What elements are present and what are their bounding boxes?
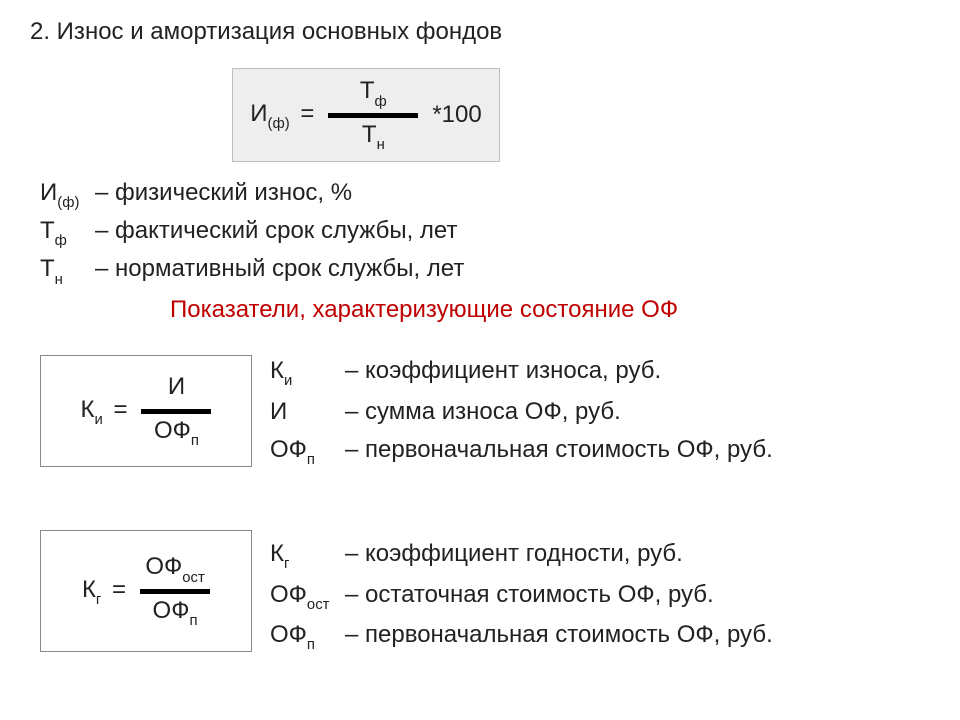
formula-wear-coeff: Ки = И ОФп [81,374,212,447]
definitions-physical-wear: И(ф)– физический износ, %Тф– фактический… [40,175,464,289]
fraction-bar [141,409,211,414]
formula3-denominator: ОФп [153,598,198,628]
definition-text: – сумма износа ОФ, руб. [345,393,621,431]
formula-box-physical-wear: И(ф) = Тф Тн *100 [232,68,500,162]
definition-symbol: Кг [270,535,345,576]
page-title: 2. Износ и амортизация основных фондов [30,18,930,46]
formula2-fraction: И ОФп [141,374,211,447]
definition-text: – нормативный срок службы, лет [95,251,464,287]
formula3-fraction: ОФост ОФп [140,554,210,627]
formula1-numerator: Тф [360,78,387,108]
subheading-indicators: Показатели, характеризующие состояние ОФ [170,296,678,324]
definitions-wear-coeff: Ки– коэффициент износа, руб.И– сумма изн… [270,352,773,472]
formula1-multiplier: *100 [432,101,481,129]
fraction-bar [328,113,418,118]
formula2-denominator: ОФп [154,418,199,448]
formula-physical-wear: И(ф) = Тф Тн *100 [250,78,481,151]
formula3-lhs: Кг = [82,576,126,607]
definition-text: – физический износ, % [95,175,352,211]
definition-symbol: ОФп [270,616,345,657]
formula1-denominator: Тн [362,122,385,152]
definition-symbol: Тн [40,251,95,289]
definition-line: Кг– коэффициент годности, руб. [270,535,773,576]
definition-line: Тн– нормативный срок службы, лет [40,251,464,289]
definition-text: – фактический срок службы, лет [95,213,457,249]
definition-symbol: И [270,393,345,431]
definition-symbol: И(ф) [40,175,95,213]
definition-symbol: Ки [270,352,345,393]
definition-text: – коэффициент износа, руб. [345,352,661,390]
definition-text: – первоначальная стоимость ОФ, руб. [345,431,773,469]
formula1-lhs: И(ф) = [250,100,314,131]
definition-symbol: Тф [40,213,95,251]
formula-box-validity-coeff: Кг = ОФост ОФп [40,530,252,652]
definition-line: ОФп– первоначальная стоимость ОФ, руб. [270,616,773,657]
definition-symbol: ОФп [270,431,345,472]
page: 2. Износ и амортизация основных фондов И… [0,0,960,720]
formula2-numerator: И [168,374,185,404]
definition-line: ОФп– первоначальная стоимость ОФ, руб. [270,431,773,472]
definition-text: – остаточная стоимость ОФ, руб. [345,576,714,614]
definition-symbol: ОФост [270,576,345,617]
definition-line: И(ф)– физический износ, % [40,175,464,213]
definitions-validity-coeff: Кг– коэффициент годности, руб.ОФост– ост… [270,535,773,657]
definition-text: – коэффициент годности, руб. [345,535,683,573]
formula-box-wear-coeff: Ки = И ОФп [40,355,252,467]
formula-validity-coeff: Кг = ОФост ОФп [82,554,210,627]
fraction-bar [140,589,210,594]
definition-line: Тф– фактический срок службы, лет [40,213,464,251]
definition-text: – первоначальная стоимость ОФ, руб. [345,616,773,654]
definition-line: И– сумма износа ОФ, руб. [270,393,773,431]
definition-line: ОФост– остаточная стоимость ОФ, руб. [270,576,773,617]
formula3-numerator: ОФост [145,554,204,584]
formula1-fraction: Тф Тн [328,78,418,151]
definition-line: Ки– коэффициент износа, руб. [270,352,773,393]
formula2-lhs: Ки = [81,396,128,427]
